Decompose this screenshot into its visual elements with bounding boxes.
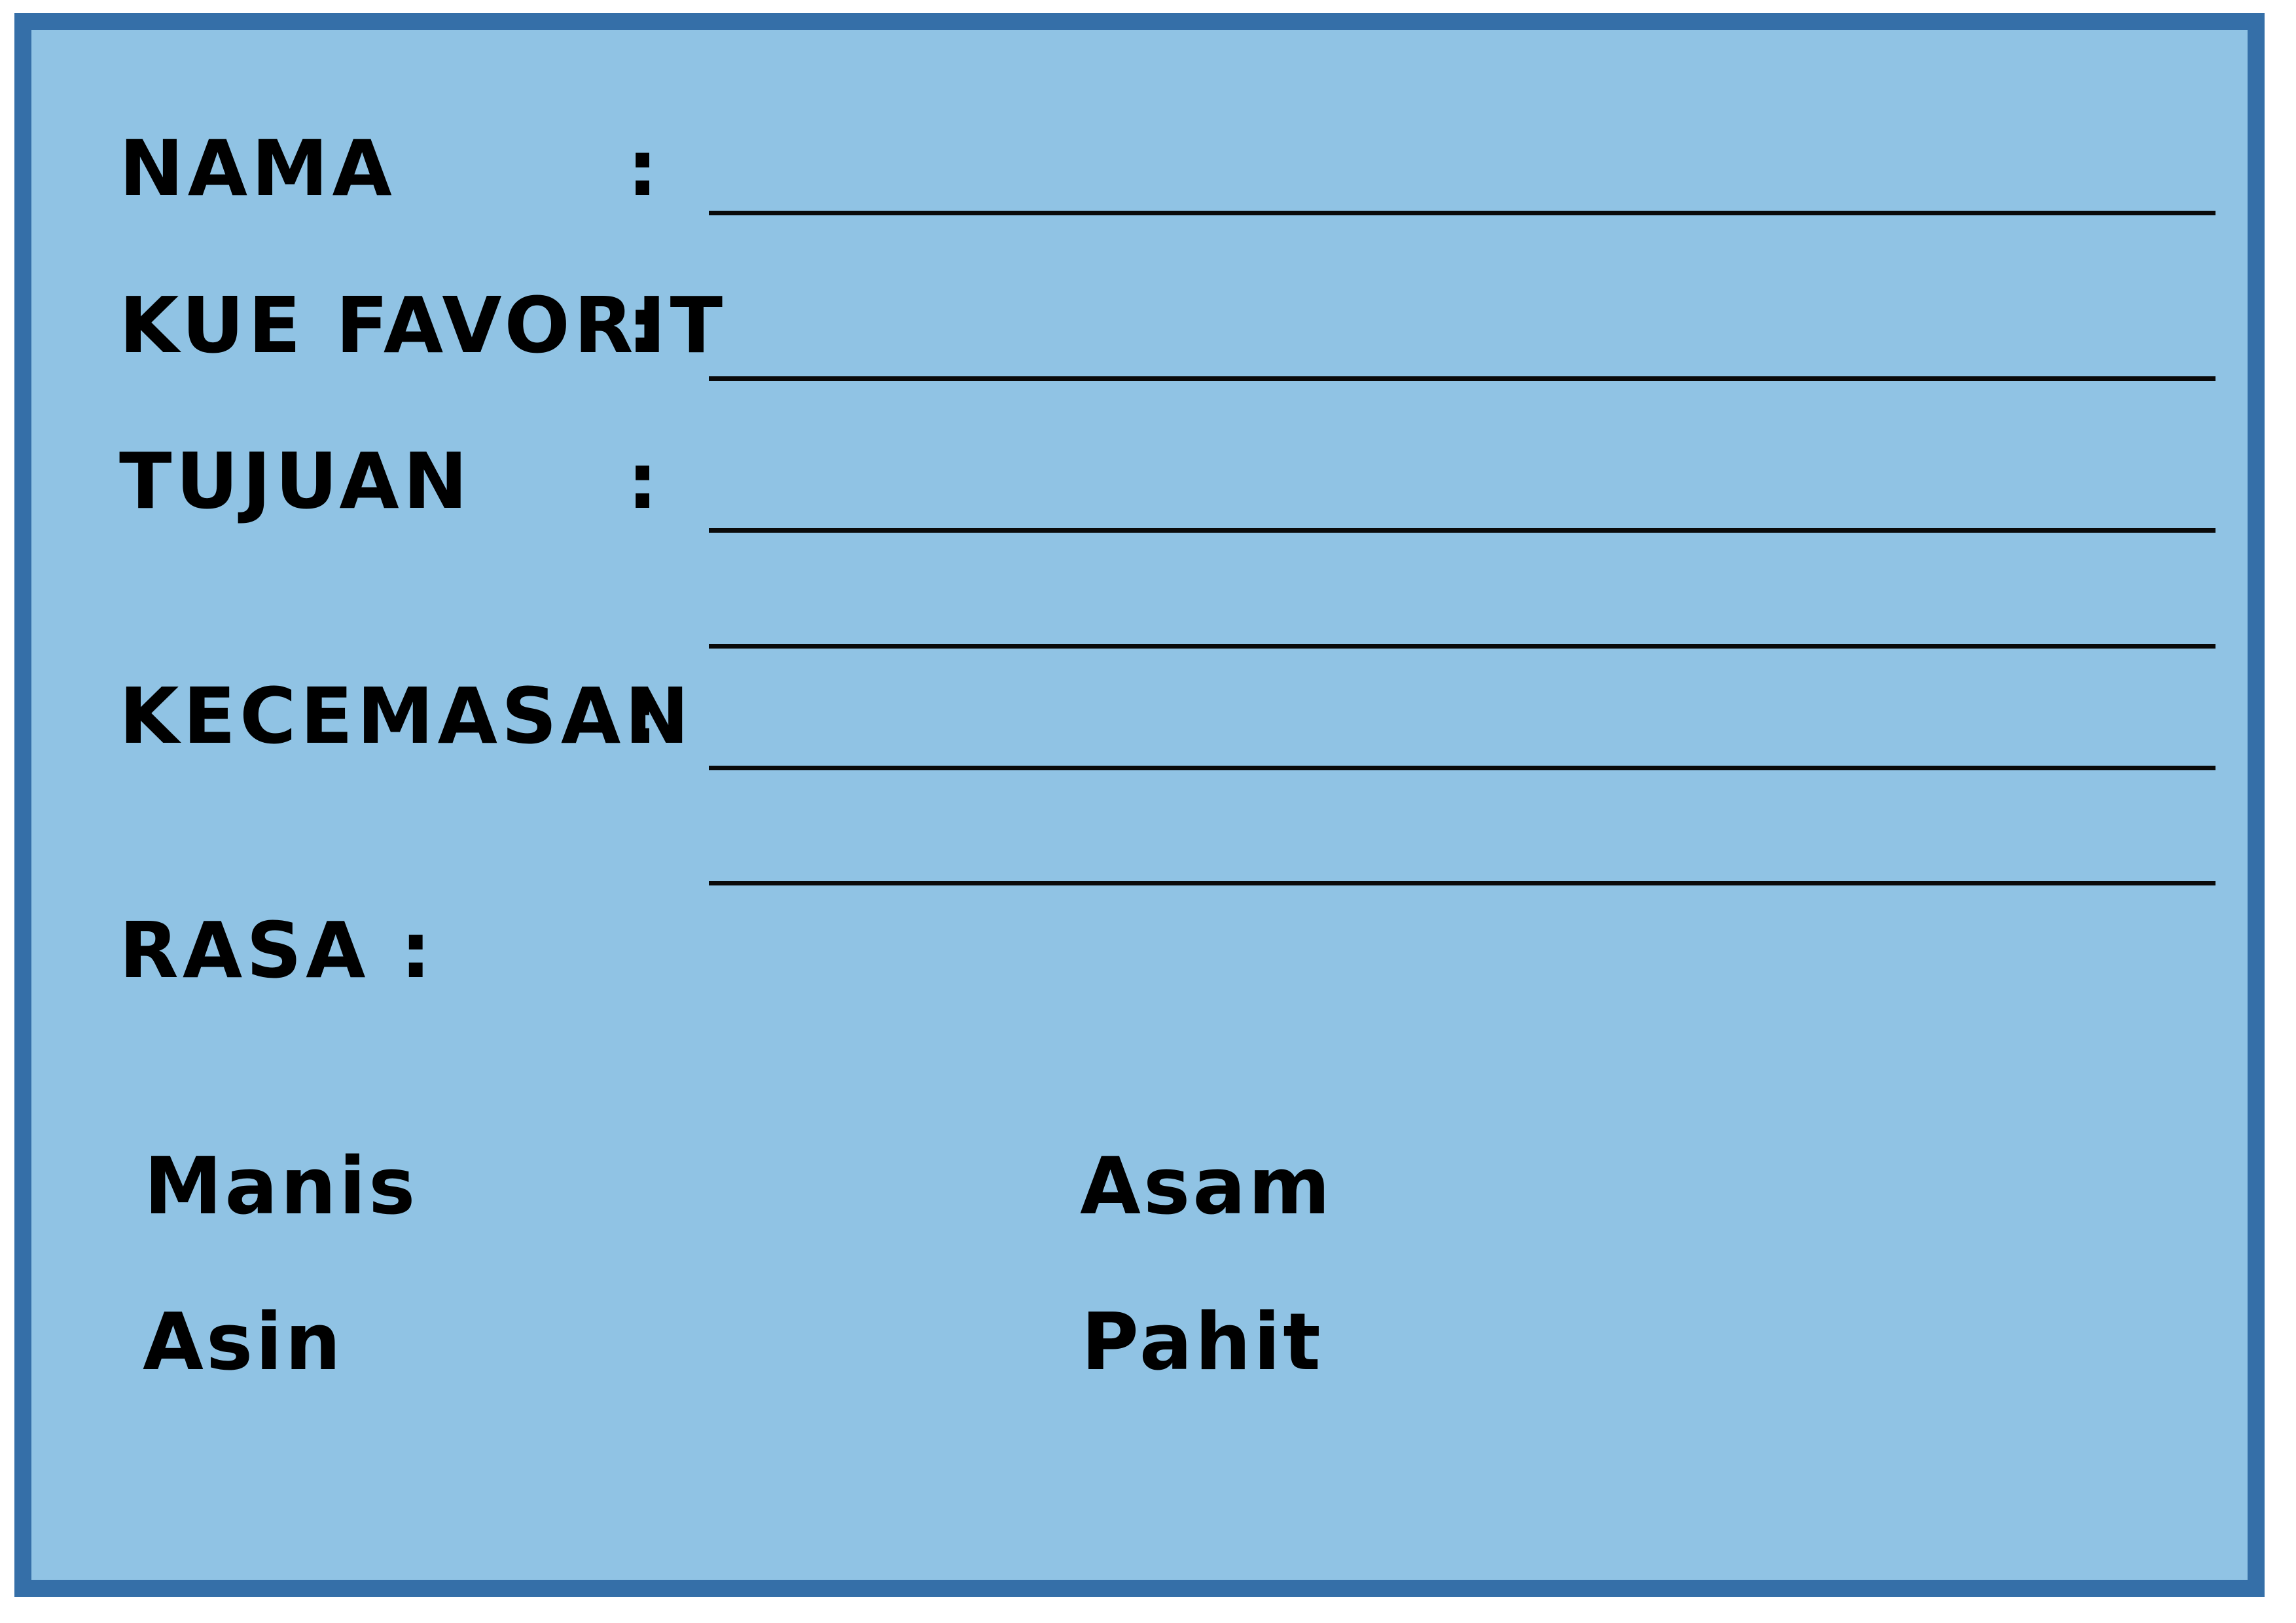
tujuan-label: TUJUAN [119, 436, 472, 526]
rasa-option-asin[interactable]: Asin [143, 1297, 344, 1388]
kecemasan-input-line-1[interactable] [709, 644, 2215, 649]
nama-input-line[interactable] [709, 211, 2215, 215]
tujuan-colon: : [627, 436, 658, 526]
kecemasan-label: KECEMASAN [119, 671, 694, 761]
nama-label: NAMA [119, 123, 396, 213]
tujuan-input-line[interactable] [709, 528, 2215, 533]
nama-colon: : [627, 123, 658, 213]
kecemasan-colon: : [627, 671, 658, 761]
kecemasan-input-line-3[interactable] [709, 881, 2215, 885]
rasa-option-asam[interactable]: Asam [1080, 1141, 1333, 1232]
kue-favorit-colon: : [627, 280, 658, 370]
rasa-option-pahit[interactable]: Pahit [1081, 1297, 1323, 1388]
form-card: NAMA : KUE FAVORIT : TUJUAN : KECEMASAN … [14, 13, 2265, 1597]
kue-favorit-label: KUE FAVORIT [119, 280, 727, 370]
kue-favorit-input-line[interactable] [709, 376, 2215, 381]
kecemasan-input-line-2[interactable] [709, 766, 2215, 770]
rasa-label: RASA : [119, 905, 435, 995]
rasa-option-manis[interactable]: Manis [144, 1141, 418, 1232]
